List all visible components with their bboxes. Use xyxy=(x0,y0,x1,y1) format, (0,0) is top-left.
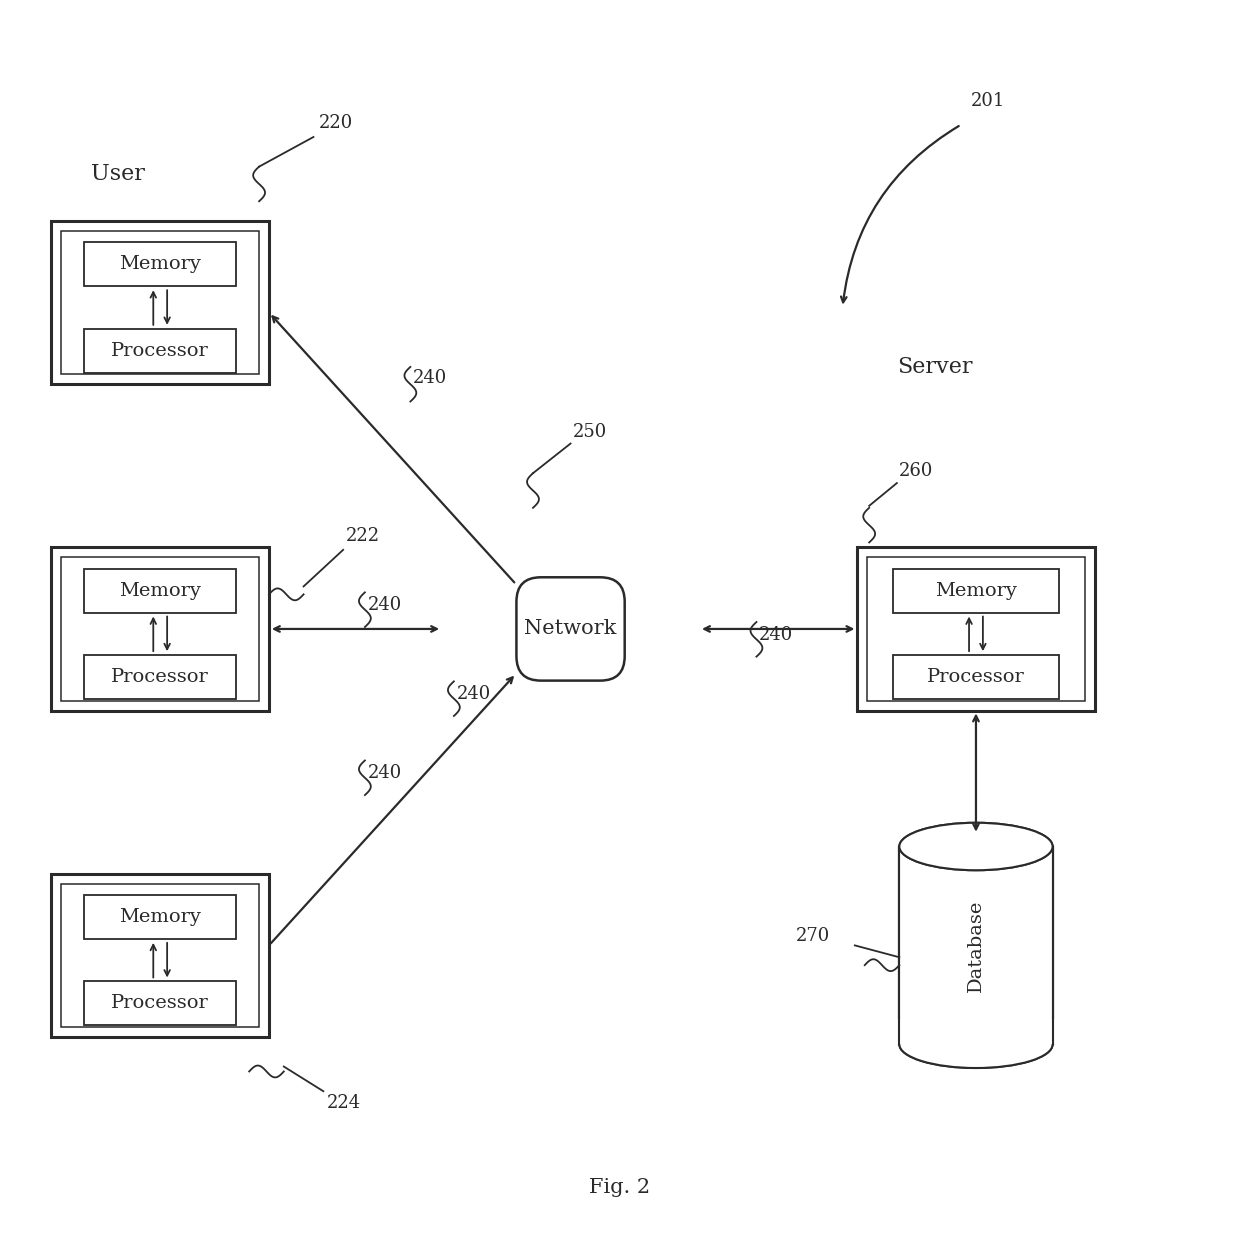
Text: Memory: Memory xyxy=(119,582,201,600)
Bar xyxy=(51,547,269,711)
FancyBboxPatch shape xyxy=(516,577,625,681)
Bar xyxy=(898,1019,1054,1044)
Bar xyxy=(84,568,237,612)
Ellipse shape xyxy=(899,1020,1053,1068)
Text: 240: 240 xyxy=(759,626,792,643)
Text: 201: 201 xyxy=(971,91,1006,110)
Ellipse shape xyxy=(899,1020,1053,1068)
Bar xyxy=(51,874,269,1037)
Bar xyxy=(84,896,237,939)
Text: 240: 240 xyxy=(413,368,446,387)
Text: 270: 270 xyxy=(796,928,830,945)
Text: Processor: Processor xyxy=(112,668,210,686)
Text: Network: Network xyxy=(525,620,616,638)
Text: 250: 250 xyxy=(573,422,606,441)
Text: 260: 260 xyxy=(899,462,934,480)
Text: 222: 222 xyxy=(346,527,381,545)
Bar xyxy=(84,328,237,372)
Bar xyxy=(51,221,269,385)
Bar xyxy=(61,231,259,375)
Text: 220: 220 xyxy=(319,114,352,132)
Text: Processor: Processor xyxy=(112,342,210,360)
Text: Processor: Processor xyxy=(928,668,1024,686)
Text: 224: 224 xyxy=(326,1094,361,1112)
Bar xyxy=(893,568,1059,612)
Text: Memory: Memory xyxy=(935,582,1017,600)
Text: 240: 240 xyxy=(456,686,491,703)
Ellipse shape xyxy=(899,823,1053,871)
Bar xyxy=(61,557,259,701)
Text: Database: Database xyxy=(967,899,985,992)
Bar xyxy=(84,982,237,1025)
Bar xyxy=(84,654,237,699)
Bar xyxy=(893,654,1059,699)
Text: 240: 240 xyxy=(368,764,402,782)
Text: User: User xyxy=(91,164,145,185)
Bar xyxy=(61,883,259,1027)
Bar xyxy=(857,547,1095,711)
Text: Memory: Memory xyxy=(119,255,201,274)
Ellipse shape xyxy=(899,823,1053,871)
Text: Processor: Processor xyxy=(112,994,210,1013)
Bar xyxy=(867,557,1085,701)
Text: Memory: Memory xyxy=(119,908,201,926)
Text: Fig. 2: Fig. 2 xyxy=(589,1178,651,1198)
Text: 240: 240 xyxy=(368,596,402,615)
Bar xyxy=(84,242,237,286)
Bar xyxy=(899,847,1053,1044)
Text: Server: Server xyxy=(897,356,972,378)
